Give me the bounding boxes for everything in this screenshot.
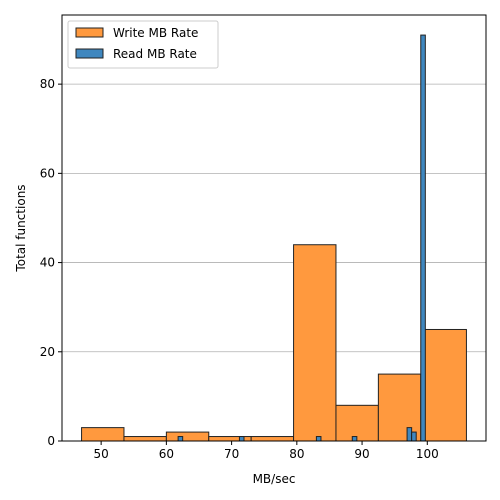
read-bar-6 bbox=[420, 34, 426, 442]
legend-box bbox=[67, 20, 219, 69]
x-axis-label: MB/sec bbox=[253, 472, 296, 486]
x-tick-label-70: 70 bbox=[224, 447, 239, 461]
y-tick-label-60: 60 bbox=[40, 166, 55, 180]
legend: Write MB Rate Read MB Rate bbox=[67, 20, 219, 69]
x-tick-label-60: 60 bbox=[159, 447, 174, 461]
y-tick-label-0: 0 bbox=[47, 434, 55, 448]
y-tick-label-20: 20 bbox=[40, 345, 55, 359]
read-bar-4 bbox=[406, 427, 413, 442]
legend-swatch-write bbox=[75, 27, 104, 38]
read-bar-2 bbox=[315, 436, 322, 442]
write-bar-7 bbox=[377, 373, 422, 442]
x-tick-label-90: 90 bbox=[354, 447, 369, 461]
y-tick-label-80: 80 bbox=[40, 77, 55, 91]
read-bar-0 bbox=[177, 436, 184, 442]
y-tick-label-40: 40 bbox=[40, 256, 55, 270]
read-bar-3 bbox=[351, 436, 358, 442]
write-bar-0 bbox=[81, 427, 125, 442]
x-tick-label-50: 50 bbox=[93, 447, 108, 461]
write-bar-1 bbox=[123, 436, 167, 442]
legend-label-read: Read MB Rate bbox=[113, 47, 197, 61]
y-axis-ticks: 0 20 40 60 80 bbox=[40, 77, 62, 448]
plot-frame bbox=[61, 14, 487, 442]
y-axis-label: Total functions bbox=[14, 184, 28, 272]
write-bar-6 bbox=[335, 404, 379, 442]
write-bar-3 bbox=[208, 436, 252, 442]
write-bar-8 bbox=[424, 328, 467, 442]
legend-swatch-read bbox=[75, 48, 104, 59]
x-axis-ticks: 50 60 70 80 90 100 bbox=[93, 441, 439, 461]
write-bar-4 bbox=[250, 436, 295, 442]
grid-lines bbox=[62, 83, 486, 353]
write-bar-5 bbox=[293, 244, 337, 442]
write-bar-2 bbox=[165, 431, 210, 442]
read-bar-1 bbox=[238, 436, 245, 442]
bars bbox=[81, 34, 467, 442]
read-bar-5 bbox=[411, 431, 417, 442]
x-tick-label-80: 80 bbox=[289, 447, 304, 461]
legend-label-write: Write MB Rate bbox=[113, 26, 198, 40]
x-tick-label-100: 100 bbox=[416, 447, 439, 461]
